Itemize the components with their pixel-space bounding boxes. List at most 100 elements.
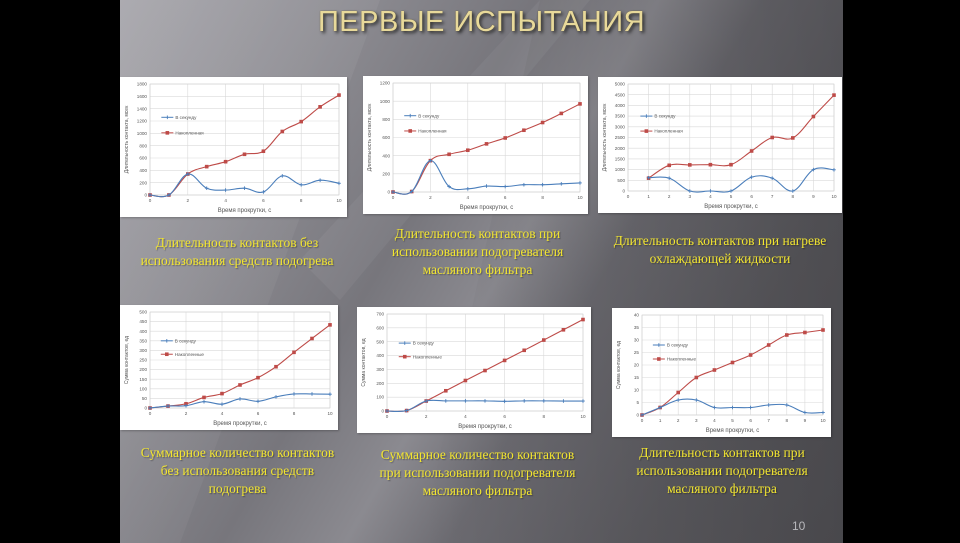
svg-text:400: 400 — [139, 168, 147, 173]
svg-text:8: 8 — [792, 194, 795, 199]
svg-text:Накопленные: Накопленные — [667, 357, 697, 362]
svg-text:0: 0 — [622, 189, 625, 194]
svg-text:35: 35 — [634, 325, 640, 330]
svg-text:2: 2 — [425, 414, 428, 419]
svg-text:1800: 1800 — [137, 82, 148, 87]
svg-text:300: 300 — [376, 367, 384, 372]
svg-text:10: 10 — [327, 411, 333, 416]
svg-text:Время прокрутки, с: Время прокрутки, с — [460, 205, 514, 211]
svg-text:3: 3 — [695, 418, 698, 423]
line-chart-svg: 0 500 1000 1500 2000 2500 3000 3500 4000 4500 5000… — [602, 82, 837, 210]
svg-text:4500: 4500 — [615, 92, 626, 97]
svg-text:100: 100 — [139, 386, 147, 391]
svg-text:10: 10 — [336, 198, 342, 203]
svg-text:250: 250 — [139, 358, 147, 363]
svg-text:2: 2 — [429, 195, 432, 200]
svg-text:200: 200 — [382, 171, 390, 176]
svg-text:4: 4 — [709, 194, 712, 199]
svg-text:Накопленная: Накопленная — [418, 129, 447, 134]
svg-text:30: 30 — [634, 338, 640, 343]
svg-text:Накопленная: Накопленная — [175, 130, 204, 135]
chart-contact-duration-oil-filter-heater: 0 200 400 600 800 1000 1200 0 2 4 6 8 10 Время прокру… — [363, 76, 588, 214]
svg-text:7: 7 — [767, 418, 770, 423]
line-chart-svg: 0 200 400 600 800 1000 1200 1400 1600 1800 0 2 4 6 8 10… — [124, 82, 342, 214]
svg-text:1200: 1200 — [380, 81, 391, 86]
caption-chart-2: Длительность контактов при использовании… — [391, 226, 564, 277]
svg-text:0: 0 — [392, 195, 395, 200]
chart-contact-duration-oil-filter-heater-2: 0 5 10 15 20 25 30 35 40 0 1 2 3 4 5 6 7 8 9 10 Время прокру… — [612, 308, 831, 437]
svg-text:25: 25 — [634, 350, 640, 355]
svg-text:40: 40 — [634, 313, 640, 318]
svg-text:Длительность контакта, мсек: Длительность контакта, мсек — [367, 103, 373, 171]
svg-text:8: 8 — [541, 195, 544, 200]
svg-text:4: 4 — [221, 411, 224, 416]
svg-text:6: 6 — [262, 198, 265, 203]
svg-text:4: 4 — [467, 195, 470, 200]
svg-text:300: 300 — [139, 348, 147, 353]
svg-text:450: 450 — [139, 319, 147, 324]
svg-text:1500: 1500 — [615, 157, 626, 162]
svg-text:4: 4 — [224, 198, 227, 203]
svg-text:В секунду: В секунду — [175, 115, 197, 120]
chart-legend: В секунду Накопленные — [160, 338, 204, 357]
svg-text:6: 6 — [749, 418, 752, 423]
svg-text:1600: 1600 — [137, 94, 148, 99]
chart-legend: В секунду Накопленные — [398, 341, 442, 359]
svg-text:10: 10 — [577, 195, 583, 200]
svg-text:3: 3 — [689, 194, 692, 199]
svg-text:500: 500 — [139, 310, 147, 315]
svg-text:1: 1 — [659, 418, 662, 423]
svg-text:Длительность контакта, мсек: Длительность контакта, мсек — [602, 103, 608, 171]
svg-text:В секунду: В секунду — [413, 341, 435, 346]
svg-text:2500: 2500 — [615, 135, 626, 140]
svg-text:0: 0 — [144, 406, 147, 411]
svg-text:8: 8 — [300, 198, 303, 203]
svg-text:В секунду: В секунду — [667, 343, 689, 348]
chart-legend: В секунду Накопленная — [404, 113, 447, 134]
svg-text:400: 400 — [139, 329, 147, 334]
caption-chart-6: Длительность контактов при использовании… — [636, 445, 808, 496]
svg-text:4000: 4000 — [615, 103, 626, 108]
svg-text:0: 0 — [144, 193, 147, 198]
svg-text:В секунду: В секунду — [175, 338, 197, 343]
svg-text:0: 0 — [636, 413, 639, 418]
svg-text:150: 150 — [139, 377, 147, 382]
svg-text:2: 2 — [668, 194, 671, 199]
svg-text:10: 10 — [831, 194, 837, 199]
svg-text:3500: 3500 — [615, 114, 626, 119]
chart-contact-duration-no-heating: 0 200 400 600 800 1000 1200 1400 1600 1800 0 2 4 6 8 10… — [120, 77, 347, 217]
caption-chart-4: Суммарное количество контактов без испол… — [140, 445, 335, 496]
svg-text:15: 15 — [634, 375, 640, 380]
chart-contact-count-no-heating: 0 50 100 150 200 250 300 350 400 450 500 0 2 4 6 8 10 Вре… — [120, 305, 338, 430]
svg-text:0: 0 — [641, 418, 644, 423]
svg-text:1: 1 — [647, 194, 650, 199]
line-chart-svg: 0 200 400 600 800 1000 1200 0 2 4 6 8 10 Время прокру… — [367, 81, 583, 211]
line-chart-svg: 0 5 10 15 20 25 30 35 40 0 1 2 3 4 5 6 7 8 9 10 Время прокру… — [616, 313, 826, 434]
svg-text:400: 400 — [382, 153, 390, 158]
chart-contact-duration-coolant-heating: 0 500 1000 1500 2000 2500 3000 3500 4000 4500 5000… — [598, 77, 842, 213]
svg-text:В секунду: В секунду — [418, 113, 440, 118]
svg-text:50: 50 — [142, 396, 148, 401]
svg-text:1000: 1000 — [137, 131, 148, 136]
svg-text:500: 500 — [376, 339, 384, 344]
caption-chart-5: Суммарное количество контактов при испол… — [379, 447, 576, 498]
svg-text:350: 350 — [139, 338, 147, 343]
svg-text:Сумма контактов, ед: Сумма контактов, ед — [616, 341, 622, 389]
svg-text:5: 5 — [731, 418, 734, 423]
svg-text:800: 800 — [139, 143, 147, 148]
page-number: 10 — [792, 519, 806, 533]
slide-title: ПЕРВЫЕ ИСПЫТАНИЯ — [317, 6, 646, 38]
svg-text:2: 2 — [677, 418, 680, 423]
svg-text:0: 0 — [386, 414, 389, 419]
svg-text:10: 10 — [634, 388, 640, 393]
line-chart-svg: 0 100 200 300 400 500 600 700 0 2 4 6 8 10 Время прокр… — [361, 312, 586, 430]
svg-text:10: 10 — [820, 418, 826, 423]
svg-text:5000: 5000 — [615, 82, 626, 87]
svg-text:8: 8 — [786, 418, 789, 423]
svg-text:800: 800 — [382, 117, 390, 122]
svg-text:600: 600 — [139, 156, 147, 161]
chart-legend: В секунду Накопленная — [640, 114, 683, 134]
svg-text:5: 5 — [636, 400, 639, 405]
svg-text:600: 600 — [382, 135, 390, 140]
svg-text:2000: 2000 — [615, 146, 626, 151]
